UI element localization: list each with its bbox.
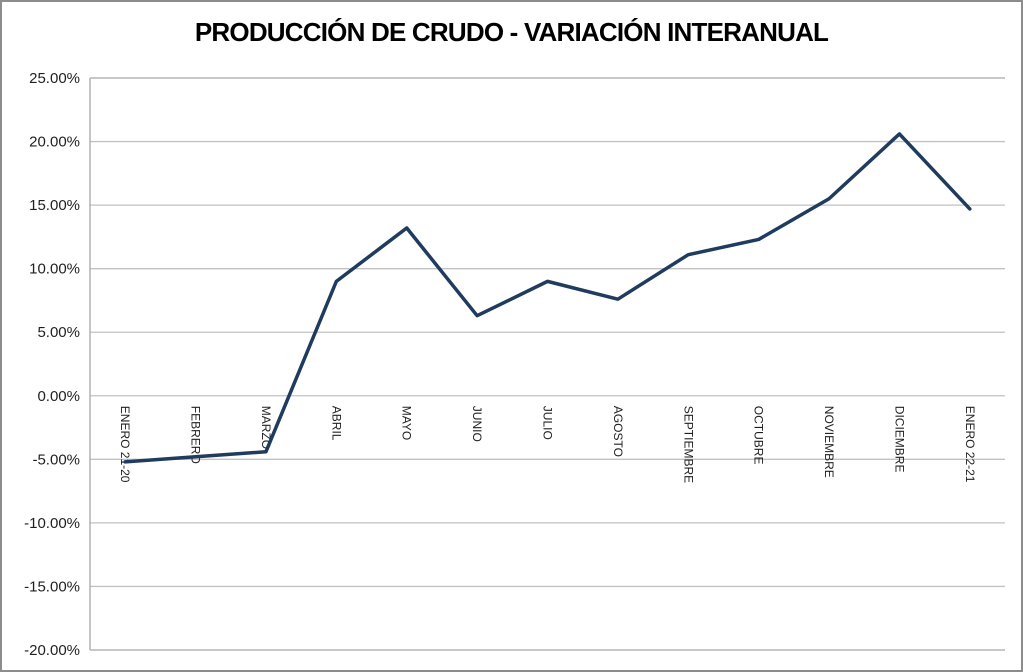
x-axis-category-label: JUNIO [470, 406, 484, 442]
x-axis-category-label: MARZO [259, 406, 273, 449]
y-axis-tick-label: 5.00% [37, 324, 80, 341]
y-axis-tick-label: 20.00% [29, 134, 80, 151]
y-axis-tick-label: 10.00% [29, 261, 80, 278]
y-axis-tick-label: -10.00% [24, 515, 80, 532]
y-axis-tick-label: -20.00% [24, 642, 80, 659]
x-axis-category-label: NOVIEMBRE [822, 406, 836, 478]
x-axis-category-label: ENERO 21-20 [118, 406, 132, 483]
x-axis-category-label: ABRIL [329, 406, 343, 441]
x-axis-category-label: JULIO [541, 406, 555, 440]
x-axis-category-label: MAYO [400, 406, 414, 440]
x-axis-category-label: SEPTIEMBRE [681, 406, 695, 483]
y-axis-tick-label: -5.00% [32, 451, 80, 468]
y-axis-tick-label: 15.00% [29, 197, 80, 214]
x-axis-category-label: AGOSTO [611, 406, 625, 457]
x-axis-category-label: DICIEMBRE [892, 406, 906, 473]
chart-title: PRODUCCIÓN DE CRUDO - VARIACIÓN INTERANU… [194, 17, 829, 47]
y-axis-tick-label: 25.00% [29, 70, 80, 87]
y-axis-tick-label: 0.00% [37, 388, 80, 405]
series-line-variacion-interanual [123, 132, 972, 464]
x-axis-category-label: FEBRERO [189, 406, 203, 464]
x-axis-category-label: ENERO 22-21 [963, 406, 977, 483]
y-axis-tick-label: -15.00% [24, 578, 80, 595]
x-axis-category-label: OCTUBRE [752, 406, 766, 465]
